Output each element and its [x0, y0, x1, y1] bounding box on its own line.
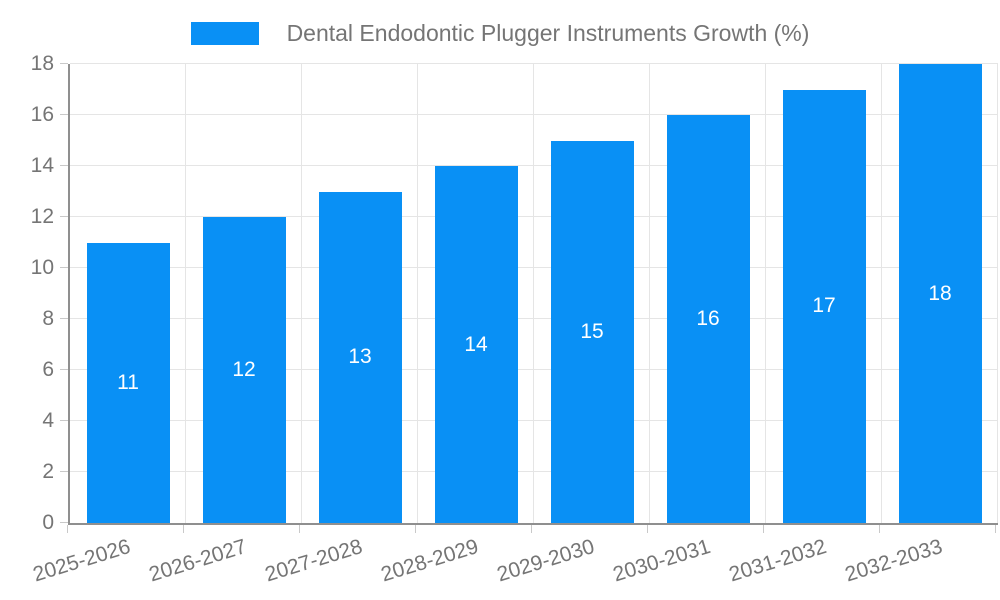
x-gridline	[301, 64, 302, 523]
y-tick-mark	[60, 522, 68, 523]
plot-area: 11 12 13 14 15 16 17 18	[68, 63, 998, 525]
bar[interactable]: 17	[782, 89, 866, 523]
bar[interactable]: 16	[666, 115, 750, 523]
bar-value-label: 16	[696, 307, 720, 330]
x-gridline	[185, 64, 186, 523]
y-tick-mark	[60, 114, 68, 115]
y-gridline	[70, 165, 998, 166]
y-gridline	[70, 471, 998, 472]
y-tick-mark	[60, 369, 68, 370]
x-tick-mark	[531, 525, 532, 533]
x-tick-mark	[763, 525, 764, 533]
x-gridline	[765, 64, 766, 523]
bar[interactable]: 12	[202, 217, 286, 523]
y-axis-tick-label: 0	[42, 511, 54, 534]
bar-value-label: 17	[812, 294, 836, 318]
y-tick-mark	[60, 420, 68, 421]
x-gridline	[533, 64, 534, 523]
y-tick-mark	[60, 471, 68, 472]
y-gridline	[70, 369, 998, 370]
bar-value-label: 13	[348, 345, 372, 369]
x-tick-mark	[415, 525, 416, 533]
y-axis-tick-label: 10	[30, 256, 54, 279]
x-tick-mark	[299, 525, 300, 533]
x-axis-tick-label: 2028-2029	[377, 535, 481, 587]
x-gridline	[997, 64, 998, 523]
bar-value-label: 14	[464, 332, 488, 356]
y-axis-tick-label: 8	[42, 307, 54, 330]
x-tick-mark	[647, 525, 648, 533]
y-axis-tick-label: 18	[30, 52, 54, 75]
x-tick-mark	[879, 525, 880, 533]
y-axis-tick-label: 2	[42, 460, 54, 483]
bar-value-label: 15	[580, 319, 604, 343]
chart-legend: Dental Endodontic Plugger Instruments Gr…	[0, 18, 1000, 48]
y-gridline	[70, 114, 998, 115]
bar-value-label: 12	[232, 358, 256, 381]
x-axis-tick-label: 2030-2031	[609, 535, 713, 587]
y-axis-tick-label: 16	[30, 103, 54, 126]
y-axis-tick-label: 6	[42, 358, 54, 381]
y-gridline	[70, 63, 998, 64]
x-gridline	[417, 64, 418, 523]
bar[interactable]: 18	[898, 64, 982, 523]
bar[interactable]: 11	[86, 242, 170, 523]
legend-series-label[interactable]: Dental Endodontic Plugger Instruments Gr…	[286, 19, 810, 46]
x-axis-tick-label: 2027-2028	[261, 535, 365, 587]
y-tick-mark	[60, 318, 68, 319]
y-gridline	[70, 267, 998, 268]
bar[interactable]: 14	[434, 166, 518, 523]
x-axis-tick-label: 2031-2032	[725, 535, 829, 587]
y-gridline	[70, 216, 998, 217]
y-tick-mark	[60, 267, 68, 268]
y-tick-mark	[60, 63, 68, 64]
x-axis-tick-label: 2029-2030	[493, 535, 597, 587]
x-tick-mark	[995, 525, 996, 533]
x-axis-tick-label: 2032-2033	[841, 535, 945, 587]
y-axis-tick-label: 12	[30, 205, 54, 228]
x-axis-tick-label: 2025-2026	[29, 535, 133, 587]
y-gridline	[70, 420, 998, 421]
y-axis-tick-label: 14	[30, 154, 54, 177]
y-axis-tick-label: 4	[42, 409, 54, 432]
x-gridline	[649, 64, 650, 523]
bar-value-label: 11	[117, 370, 139, 394]
bar[interactable]: 15	[550, 140, 634, 523]
y-tick-mark	[60, 216, 68, 217]
legend-swatch-icon[interactable]	[190, 21, 259, 45]
x-tick-mark	[67, 525, 68, 533]
x-gridline	[881, 64, 882, 523]
y-tick-mark	[60, 165, 68, 166]
bar[interactable]: 13	[318, 191, 402, 523]
y-gridline	[70, 318, 998, 319]
x-tick-mark	[183, 525, 184, 533]
x-axis-tick-label: 2026-2027	[145, 535, 249, 587]
bar-value-label: 18	[928, 281, 952, 305]
